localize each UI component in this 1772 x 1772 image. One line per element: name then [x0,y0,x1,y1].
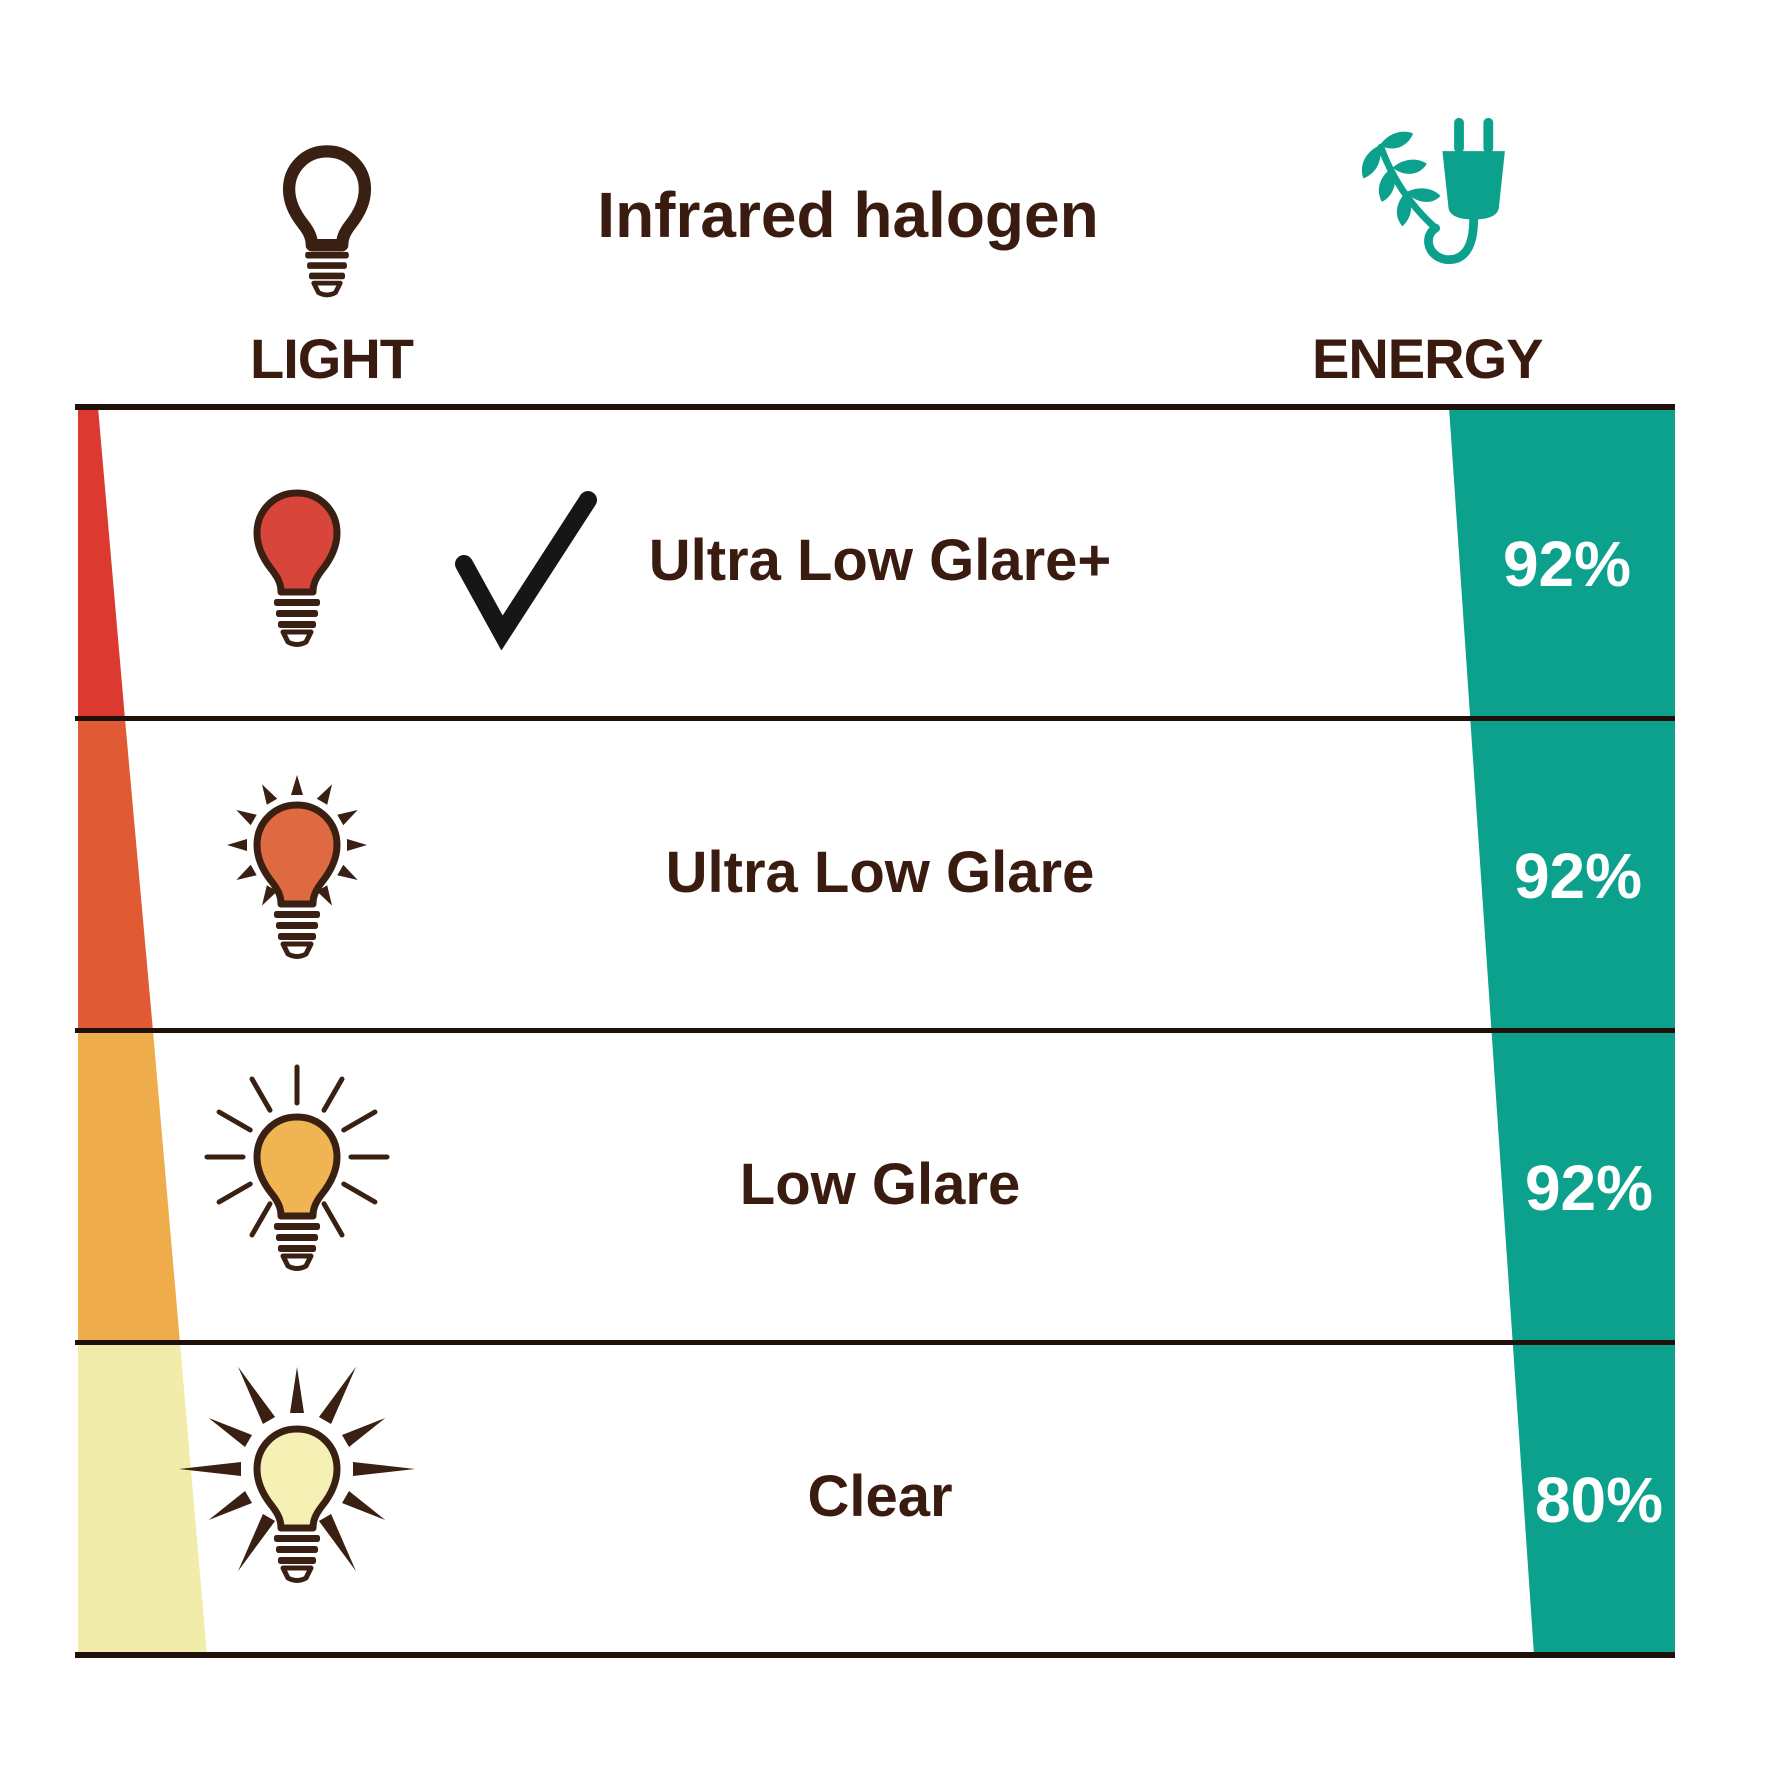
bulb-ray [236,864,257,880]
bulb-base-bar [274,1535,320,1542]
bulb-icon-low-glare [204,1064,390,1271]
bulb-base-bar [274,911,320,918]
bulb-base-bar [305,251,349,259]
row-label: Ultra Low Glare [665,840,1095,905]
plug-body [1442,151,1505,220]
bulb-base-bar [274,1223,320,1230]
bulb-ray [249,1076,273,1113]
bulb-base-bar [278,1245,316,1252]
table-top-border [75,404,1675,410]
bulb-ray [216,1109,253,1133]
bulb-ray [353,1462,415,1476]
bulb-base-bar [278,933,316,940]
row-divider [75,1028,1675,1033]
leaf-leaflet [1361,145,1381,179]
bulb-icon-ultra-low-glare [227,775,367,959]
bulb-ray [341,1109,378,1133]
bulb-glass [253,801,341,908]
column-header-energy: ENERGY [1312,327,1543,390]
light-wedge-segment-2 [78,719,153,1031]
bulb-ray [318,1513,356,1572]
bulb-base-bar [278,621,316,628]
bulb-ray [337,864,358,880]
bulb-base-tip [280,941,314,959]
bulb-ray [290,1367,304,1413]
plug-cord [1424,215,1479,264]
bulb-ray [208,1418,253,1448]
leaf-plug-icon [1361,117,1505,264]
row-label: Ultra Low Glare+ [648,528,1112,593]
bulb-ray [347,839,367,851]
bulb-ray [249,1201,273,1238]
light-wedge-segment-4 [78,1343,207,1655]
bulb-ray [341,1418,386,1448]
bulb-ray [238,1513,276,1572]
page-title: Infrared halogen [597,179,1099,251]
energy-value: 92% [1513,840,1643,912]
bulb-icon-ultra-low-glare-plus [253,489,341,647]
light-wedge-segment-1 [78,407,125,719]
bulb-ray [216,1181,253,1205]
bulb-base-tip [280,629,314,647]
bulb-icon-clear [179,1366,415,1583]
bulb-ray [291,775,303,795]
bulb-base-tip [280,1253,314,1271]
bulb-ray [227,839,247,851]
bulb-ray [341,1490,386,1520]
bulb-base-bar [276,610,318,617]
row-divider [75,1340,1675,1345]
bulb-base-bar [274,599,320,606]
bulb-base-bar [307,262,347,269]
bulb-glass [282,145,372,252]
bulb-ray [341,1181,378,1205]
bulb-ray [321,1076,345,1113]
bulb-ray [321,1201,345,1238]
bulb-ray [316,784,332,805]
leaf-leaflet [1392,159,1427,174]
column-header-light: LIGHT [250,327,414,390]
bulb-ray [262,885,278,906]
bulb-base-bar [276,1234,318,1241]
bulb-base-tip [311,280,343,298]
light-bulb-outline-icon [282,145,372,298]
bulb-ray [316,885,332,906]
bulb-ray [337,810,358,826]
energy-value: 92% [1502,528,1632,600]
bulb-glass [253,489,341,596]
light-wedge-segment-3 [78,1031,180,1343]
leaf-leaflet [1406,188,1441,202]
bulb-glass [253,1113,341,1220]
row-divider [75,716,1675,721]
leaf-leaflet [1379,131,1414,149]
bulb-ray [179,1462,241,1476]
bulb-ray [262,784,278,805]
row-label: Clear [807,1464,953,1529]
plug-prong [1454,117,1464,154]
bulb-base-bar [276,1546,318,1553]
bulb-glass [253,1425,341,1532]
bulb-ray [318,1366,356,1425]
bulb-ray [208,1490,253,1520]
bulb-base-bar [276,922,318,929]
table-bottom-border [75,1652,1675,1658]
row-label: Low Glare [739,1152,1021,1217]
bulb-base-bar [308,272,346,280]
bulb-base-tip [280,1565,314,1583]
leaf-stem [1377,143,1439,231]
energy-value: 92% [1524,1152,1654,1224]
bulb-ray [236,810,257,826]
plug-prong [1483,117,1494,154]
checkmark-icon [455,491,597,650]
energy-value: 80% [1534,1464,1664,1536]
bulb-base-bar [278,1557,316,1564]
bulb-ray [238,1366,276,1425]
